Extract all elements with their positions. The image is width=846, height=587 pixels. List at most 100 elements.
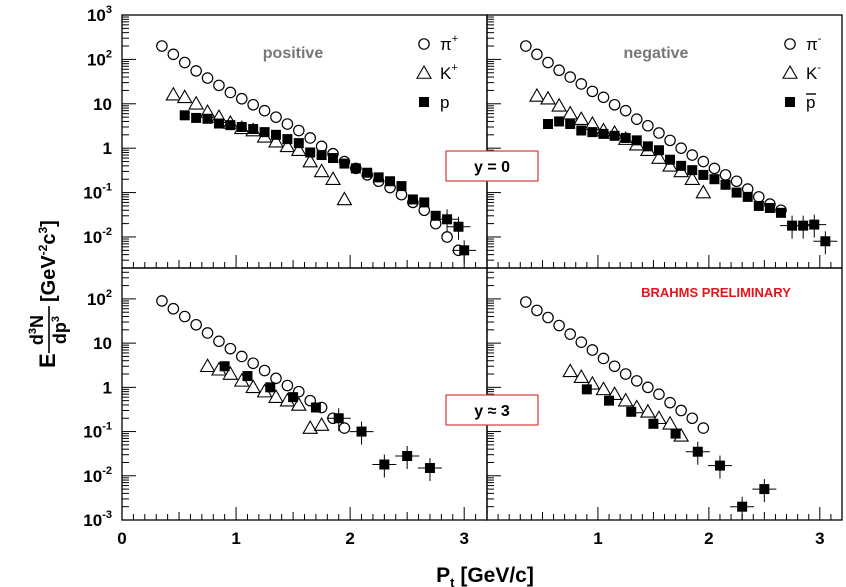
data-point: [313, 163, 330, 178]
data-point: [730, 175, 743, 188]
data-point: [293, 138, 304, 149]
labels-layer: 0 1 2 3 1 2 3 10-2 10-1 1 10 102 103 10-3 10-2 10-1 1 10 1…: [27, 4, 825, 587]
data-point: [396, 181, 407, 192]
y-axis-title-e: E: [35, 353, 60, 368]
data-point: [686, 149, 699, 161]
legend-marker-circle: [418, 38, 430, 50]
data-point: [268, 133, 284, 148]
data-point: [554, 116, 565, 127]
data-point: [430, 210, 441, 221]
data-point: [156, 295, 168, 307]
y-tick-label: 10-3: [83, 509, 112, 530]
data-point: [520, 296, 532, 308]
data-point: [248, 124, 259, 135]
series-circle: [520, 40, 787, 217]
data-point: [597, 91, 610, 104]
data-point: [290, 396, 307, 411]
legend-marker-square: [419, 97, 429, 107]
data-point: [542, 311, 554, 324]
data-point: [191, 112, 202, 123]
data-point: [604, 395, 615, 406]
data-point: [315, 140, 328, 153]
data-point: [653, 388, 665, 400]
data-point: [697, 155, 710, 168]
panels-layer: [121, 14, 843, 521]
y-tick-label: 10-1: [83, 182, 112, 203]
data-point: [708, 162, 721, 175]
data-point: [695, 184, 712, 199]
rapidity-label-top: y = 0: [474, 159, 510, 176]
x-tick-label: 3: [815, 529, 824, 548]
data-point: [235, 92, 248, 105]
data-point: [587, 127, 598, 138]
data-point: [178, 56, 191, 69]
data-point: [686, 412, 699, 425]
data-point: [385, 176, 396, 187]
data-point: [281, 379, 294, 392]
data-point: [453, 221, 464, 232]
data-point: [692, 446, 703, 457]
data-point: [642, 141, 653, 152]
y-axis-title-denominator: dp3: [50, 316, 70, 344]
data-point: [664, 396, 676, 409]
data-point: [247, 357, 259, 370]
data-point: [188, 95, 205, 110]
data-point: [737, 501, 748, 512]
x-tick-label: 3: [459, 529, 468, 548]
data-point: [407, 194, 418, 205]
data-point: [316, 150, 327, 161]
data-point: [281, 118, 294, 130]
data-point: [653, 145, 664, 156]
data-point: [176, 89, 193, 104]
rapidity-label-bottom-box: [445, 394, 539, 426]
data-point: [809, 219, 820, 230]
data-point: [662, 157, 678, 172]
data-point: [675, 142, 687, 154]
series-triangle: [199, 358, 330, 434]
data-point: [333, 413, 344, 424]
legend-marker-triangle: [782, 64, 798, 79]
data-point: [676, 160, 687, 171]
rapidity-label-top-box: [445, 150, 539, 182]
data-point: [698, 169, 709, 180]
panel-bottom-positive: [121, 267, 488, 521]
data-point: [373, 172, 384, 183]
data-point: [562, 363, 579, 378]
legend-entry: K-: [806, 62, 821, 83]
data-point: [720, 179, 731, 190]
data-point: [305, 147, 316, 158]
data-point: [709, 174, 720, 185]
data-point: [631, 135, 642, 146]
data-point: [424, 462, 435, 473]
y-tick-label: 10-1: [83, 421, 112, 442]
data-point: [213, 335, 225, 348]
data-point: [459, 245, 470, 256]
x-tick-label: 0: [117, 529, 126, 548]
data-point: [553, 319, 565, 332]
data-point: [630, 113, 643, 125]
series-square: [219, 361, 442, 481]
data-point: [564, 71, 577, 83]
series-square: [581, 384, 777, 520]
data-point: [719, 169, 732, 181]
data-point: [247, 98, 259, 111]
data-point: [268, 389, 284, 403]
legend-marker-circle: [784, 38, 796, 50]
data-point: [639, 403, 656, 418]
data-point: [531, 48, 543, 61]
series-circle: [156, 295, 351, 434]
data-point: [608, 98, 621, 111]
data-point: [648, 418, 659, 429]
data-point: [675, 404, 687, 417]
data-point: [350, 163, 361, 174]
data-point: [573, 111, 590, 125]
data-point: [820, 236, 831, 247]
legend-marker-square: [785, 97, 795, 107]
data-point: [576, 125, 587, 136]
data-point: [630, 375, 643, 387]
data-point: [179, 110, 190, 121]
data-point: [562, 105, 579, 120]
data-point: [379, 459, 390, 470]
data-point: [213, 118, 224, 129]
data-point: [752, 191, 765, 203]
